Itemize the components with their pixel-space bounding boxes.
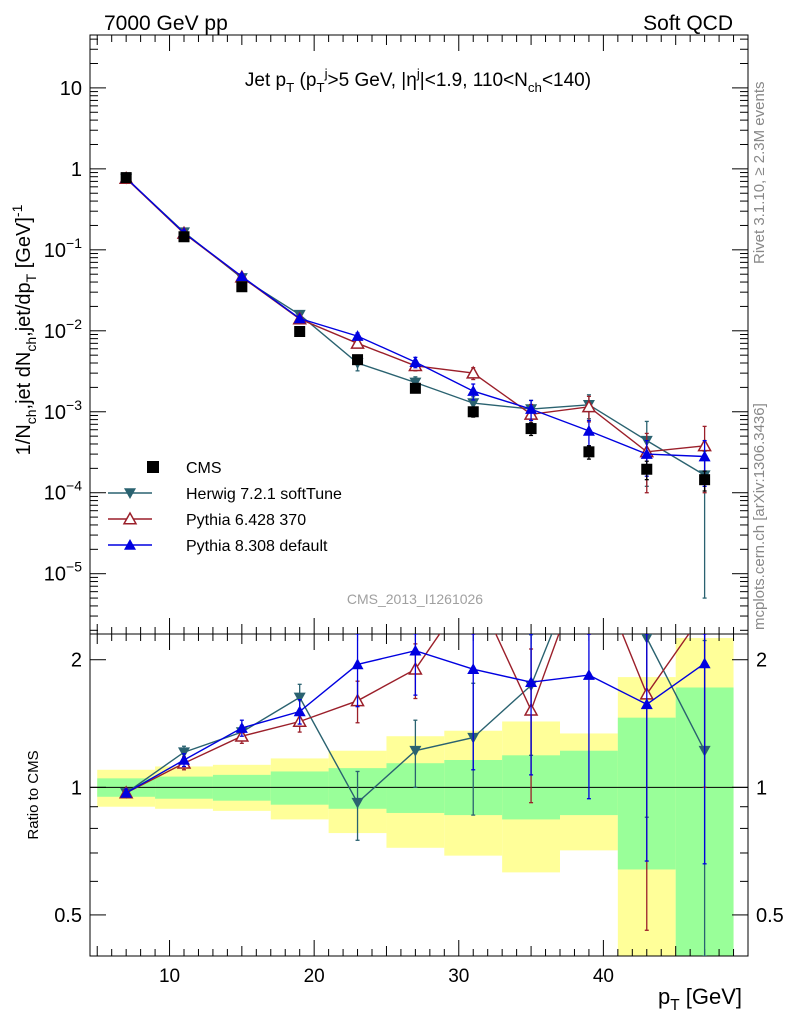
main-y-tick-label: 1 [71,159,82,181]
data-point [698,657,711,669]
data-point [235,270,248,282]
ratio-y-tick-label-right: 1 [756,777,767,799]
data-point [409,356,422,367]
main-y-tick-label: 10 [60,78,82,100]
header-right: Soft QCD [643,12,733,35]
data-point [120,172,132,184]
series-line [125,177,705,453]
main-series [118,170,712,599]
data-point [178,747,190,759]
data-point [293,312,306,324]
main-y-tick-label: 10−2 [44,316,82,343]
legend-label: CMS [186,460,222,477]
side-label-rivet: Rivet 3.1.10, ≥ 2.3M events [751,82,768,265]
legend-label: Herwig 7.2.1 softTune [186,486,342,503]
data-point [641,463,653,475]
x-tick-label: 30 [448,966,469,987]
series-line [125,177,705,476]
ratio-x-axis: 10 20 30 40 [96,634,749,987]
legend-marker [124,539,136,550]
data-point [352,354,364,366]
data-point [525,423,537,435]
data-point [178,754,190,765]
data-point [409,644,422,656]
series-line [125,177,705,458]
main-x-axis [96,35,749,634]
side-label-site: mcplots.cern.ch [arXiv:1306.3436] [751,403,768,630]
data-point [293,705,306,717]
data-point [581,399,597,413]
legend: CMS Herwig 7.2.1 softTune Pythia 6.428 370… [108,460,342,555]
data-point [351,330,364,341]
legend-marker [124,488,136,499]
data-point [409,745,422,757]
ratio-y-tick-label-right: 0.5 [756,905,784,927]
x-tick-label: 40 [593,966,614,987]
data-point [467,663,480,674]
main-y-axis: 10−5 10−4 10−3 10−2 10−1 1 10 [44,38,748,631]
main-y-axis-label: 1/Nch​,jet dNch​,jet/dpT​ [GeV]-1​ [9,204,39,455]
data-point [178,231,190,243]
x-tick-label: 10 [159,966,180,987]
ratio-bands [90,638,748,956]
legend-marker [147,461,159,473]
main-y-tick-label: 10−4 [44,478,82,505]
main-y-tick-label: 10−3 [44,397,82,424]
data-point [699,474,711,486]
data-point [351,658,364,670]
data-point [293,692,306,704]
ratio-y-tick-label: 1 [71,777,82,799]
data-point [467,398,480,410]
data-point [525,676,538,688]
main-y-tick-label: 10−1 [44,235,82,262]
x-axis-label: pT​ [GeV] [658,984,742,1014]
ratio-series [118,634,711,956]
data-point [294,326,306,338]
data-point [409,382,421,394]
data-point [467,385,480,396]
main-y-tick-label: 10−5 [44,559,82,586]
data-point [582,424,595,436]
ratio-y-tick-label-right: 2 [756,650,767,672]
ratio-y-tick-label: 0.5 [54,905,82,927]
side-labels: Rivet 3.1.10, ≥ 2.3M events mcplots.cern… [751,82,768,631]
data-point [583,446,595,458]
ratio-y-tick-label: 2 [71,650,82,672]
legend-marker [122,511,138,525]
data-point [582,669,595,680]
data-point [236,281,248,293]
ratio-y-axis: 0.5 0.5 1 1 2 2 [54,650,784,957]
legend-label: Pythia 6.428 370 [186,512,306,529]
legend-label: Pythia 8.308 default [186,538,328,555]
header-left: 7000 GeV pp [104,12,228,35]
data-point [350,335,365,349]
x-tick-label: 20 [304,966,325,987]
data-point [467,406,479,418]
ratio-band-green [270,771,329,805]
data-point [525,403,538,414]
data-point [640,698,653,710]
analysis-tag: CMS_2013_I1261026 [347,591,483,607]
ratio-frame-rect [89,633,749,957]
main-title: Jet pT​ (pT​j​>5 GeV, |ηj​|<1.9, 110<Nch… [245,66,591,95]
ratio-y-axis-label: Ratio to CMS [25,750,42,839]
data-point [698,450,711,462]
data-point [640,448,653,459]
data-point [235,722,248,733]
data-point [120,786,133,798]
data-point [351,797,364,809]
data-point [465,365,481,379]
ratio-plot-frame [89,633,749,957]
